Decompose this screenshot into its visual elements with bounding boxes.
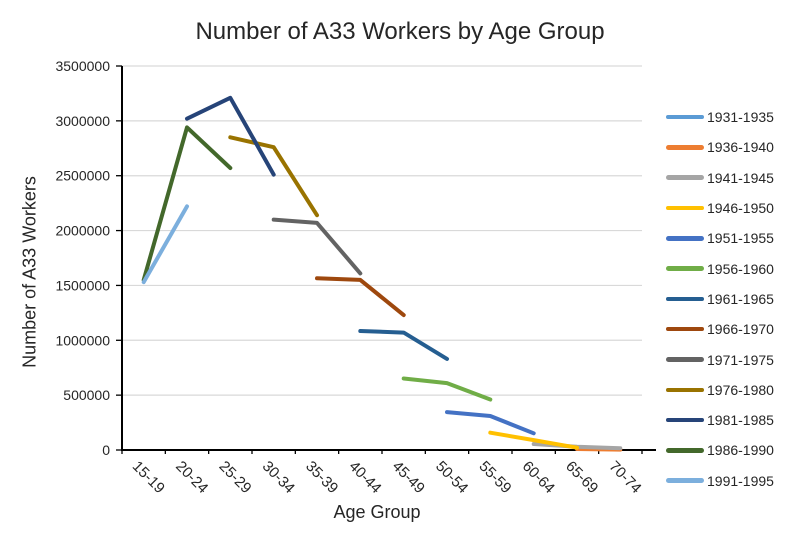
series-line-1956-1960 bbox=[401, 376, 493, 402]
legend-label: 1961-1965 bbox=[707, 290, 774, 307]
y-tick-label: 1000000 bbox=[55, 332, 110, 348]
series-line-1966-1970 bbox=[315, 276, 406, 318]
legend-label: 1971-1975 bbox=[707, 351, 774, 368]
x-tick-label: 15-19 bbox=[129, 458, 168, 497]
legend-swatch bbox=[666, 236, 704, 241]
legend-swatch bbox=[666, 357, 704, 362]
legend-swatch bbox=[666, 205, 704, 211]
legend-item-1931-1935: 1931-1935 bbox=[666, 102, 796, 132]
x-tick-label: 70-74 bbox=[606, 458, 645, 497]
legend-label: 1966-1970 bbox=[707, 321, 774, 338]
series-line-1976-1980 bbox=[228, 135, 319, 218]
legend-swatch bbox=[666, 387, 704, 393]
x-axis-title: Age Group bbox=[333, 502, 421, 522]
series-line-1961-1965 bbox=[358, 329, 449, 361]
legend-item-1946-1950: 1946-1950 bbox=[666, 193, 796, 223]
series-line-1991-1995 bbox=[141, 204, 189, 285]
series-line-1986-1990 bbox=[141, 125, 233, 282]
x-tick-label: 25-29 bbox=[216, 458, 255, 497]
legend-item-1936-1940: 1936-1940 bbox=[666, 132, 796, 162]
legend-swatch bbox=[666, 448, 704, 453]
legend-swatch bbox=[666, 296, 704, 302]
chart-title: Number of A33 Workers by Age Group bbox=[195, 18, 605, 45]
legend: 1931-1935 1936-1940 1941-1945 1946-1950 1951… bbox=[666, 102, 796, 496]
legend-item-1976-1980: 1976-1980 bbox=[666, 375, 796, 405]
legend-label: 1936-1940 bbox=[707, 139, 774, 156]
y-tick-label: 2000000 bbox=[55, 223, 110, 239]
x-tick-label: 20-24 bbox=[172, 458, 211, 497]
legend-item-1981-1985: 1981-1985 bbox=[666, 405, 796, 435]
legend-item-1971-1975: 1971-1975 bbox=[666, 344, 796, 374]
y-tick-label: 3500000 bbox=[55, 58, 110, 74]
y-axis-title: Number of A33 Workers bbox=[19, 176, 40, 368]
x-tick-label: 60-64 bbox=[519, 458, 558, 497]
legend-item-1956-1960: 1956-1960 bbox=[666, 253, 796, 283]
legend-item-1991-1995: 1991-1995 bbox=[666, 466, 796, 496]
legend-label: 1951-1955 bbox=[707, 230, 774, 247]
y-tick-label: 1500000 bbox=[55, 277, 110, 293]
x-tick-label: 35-39 bbox=[302, 458, 341, 497]
legend-label: 1981-1985 bbox=[707, 412, 774, 429]
legend-swatch bbox=[666, 145, 704, 150]
legend-item-1961-1965: 1961-1965 bbox=[666, 284, 796, 314]
legend-swatch bbox=[666, 478, 704, 483]
legend-item-1986-1990: 1986-1990 bbox=[666, 435, 796, 465]
series-line-1981-1985 bbox=[185, 95, 276, 177]
x-tick-label: 55-59 bbox=[476, 458, 515, 497]
x-tick-label: 50-54 bbox=[432, 458, 471, 497]
series-line-1971-1975 bbox=[271, 217, 363, 276]
legend-label: 1956-1960 bbox=[707, 260, 774, 277]
legend-label: 1991-1995 bbox=[707, 472, 774, 489]
legend-label: 1931-1935 bbox=[707, 109, 774, 126]
legend-swatch bbox=[666, 326, 704, 332]
y-tick-label: 3000000 bbox=[55, 113, 110, 129]
series-line-1951-1955 bbox=[445, 410, 536, 436]
legend-swatch bbox=[666, 114, 704, 120]
legend-item-1966-1970: 1966-1970 bbox=[666, 314, 796, 344]
legend-swatch bbox=[666, 266, 704, 271]
legend-label: 1986-1990 bbox=[707, 442, 774, 459]
legend-item-1941-1945: 1941-1945 bbox=[666, 163, 796, 193]
legend-label: 1976-1980 bbox=[707, 381, 774, 398]
y-tick-label: 500000 bbox=[63, 387, 110, 403]
y-tick-label: 0 bbox=[102, 442, 110, 458]
legend-label: 1946-1950 bbox=[707, 200, 774, 217]
x-tick-label: 65-69 bbox=[562, 458, 601, 497]
legend-swatch bbox=[666, 417, 704, 423]
x-tick-label: 40-44 bbox=[346, 458, 385, 497]
series-line-1946-1950 bbox=[488, 430, 579, 450]
legend-label: 1941-1945 bbox=[707, 169, 774, 186]
legend-swatch bbox=[666, 175, 704, 180]
y-tick-label: 2500000 bbox=[55, 168, 110, 184]
x-tick-label: 45-49 bbox=[389, 458, 428, 497]
legend-item-1951-1955: 1951-1955 bbox=[666, 223, 796, 253]
x-tick-label: 30-34 bbox=[259, 458, 298, 497]
